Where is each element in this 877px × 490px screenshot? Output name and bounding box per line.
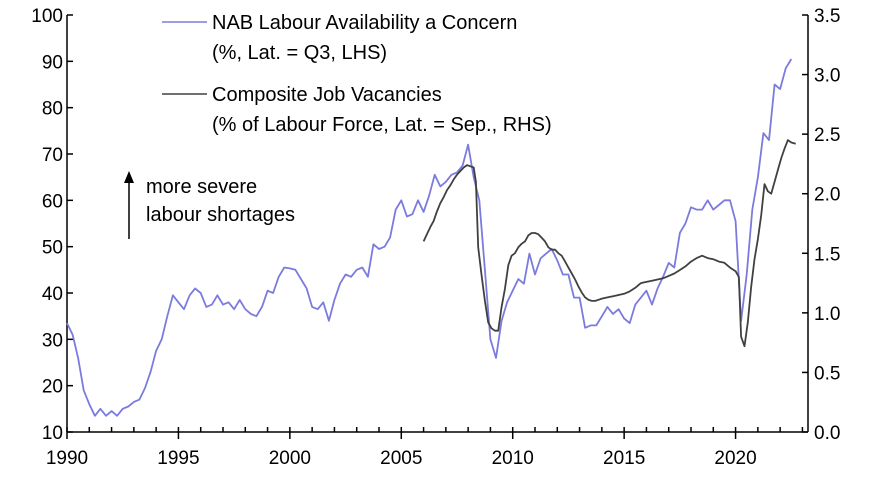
right-axis-tick-label: 2.0 — [814, 185, 840, 206]
x-axis-tick-label: 2010 — [492, 448, 534, 469]
right-axis-tick-label: 0.0 — [814, 423, 840, 444]
left-axis-tick-label: 30 — [42, 330, 63, 351]
x-axis-tick-label: 2000 — [269, 448, 311, 469]
left-axis-tick-label: 70 — [42, 145, 63, 166]
right-axis-tick-label: 1.0 — [814, 304, 840, 325]
x-axis-tick-label: 1995 — [157, 448, 199, 469]
left-axis-tick-label: 60 — [42, 191, 63, 212]
x-axis-tick-label: 2005 — [380, 448, 422, 469]
axes: 10 20 30 40 50 60 70 80 90 100 0.0 0.5 1.0 1.5 2.0 2.5 3… — [31, 6, 840, 469]
left-axis-tick-label: 90 — [42, 52, 63, 73]
x-axis-tick-label: 1990 — [46, 448, 88, 469]
right-axis-tick-label: 3.0 — [814, 66, 840, 87]
legend-label-vacancies-detail: (% of Labour Force, Lat. = Sep., RHS) — [212, 114, 552, 136]
legend-label-vacancies: Composite Job Vacancies — [212, 84, 442, 106]
annotation-line-2: labour shortages — [146, 204, 295, 226]
x-axis-tick-label: 2015 — [603, 448, 645, 469]
annotation-line-1: more severe — [146, 176, 257, 198]
legend-label-nab: NAB Labour Availability a Concern — [212, 12, 517, 34]
annotation: more severe labour shortages — [124, 171, 295, 239]
right-axis-tick-label: 1.5 — [814, 244, 840, 265]
left-axis-tick-label: 50 — [42, 238, 63, 259]
annotation-arrowhead — [124, 171, 134, 183]
series-line-composite-job-vacancies — [422, 139, 796, 348]
right-axis-tick-label: 3.5 — [814, 6, 840, 27]
right-axis-tick-label: 2.5 — [814, 125, 840, 146]
left-axis-tick-label: 20 — [42, 377, 63, 398]
legend: NAB Labour Availability a Concern (%, La… — [162, 12, 552, 136]
left-axis-tick-label: 80 — [42, 99, 63, 120]
x-axis-tick-label: 2020 — [714, 448, 756, 469]
left-axis-tick-label: 40 — [42, 284, 63, 305]
series-line-nab-labour-availability — [66, 58, 793, 417]
series-layer — [66, 58, 796, 417]
left-axis-tick-label: 100 — [31, 6, 63, 27]
right-axis-tick-label: 0.5 — [814, 363, 840, 384]
left-axis-tick-label: 10 — [42, 423, 63, 444]
legend-label-nab-detail: (%, Lat. = Q3, LHS) — [212, 42, 387, 64]
